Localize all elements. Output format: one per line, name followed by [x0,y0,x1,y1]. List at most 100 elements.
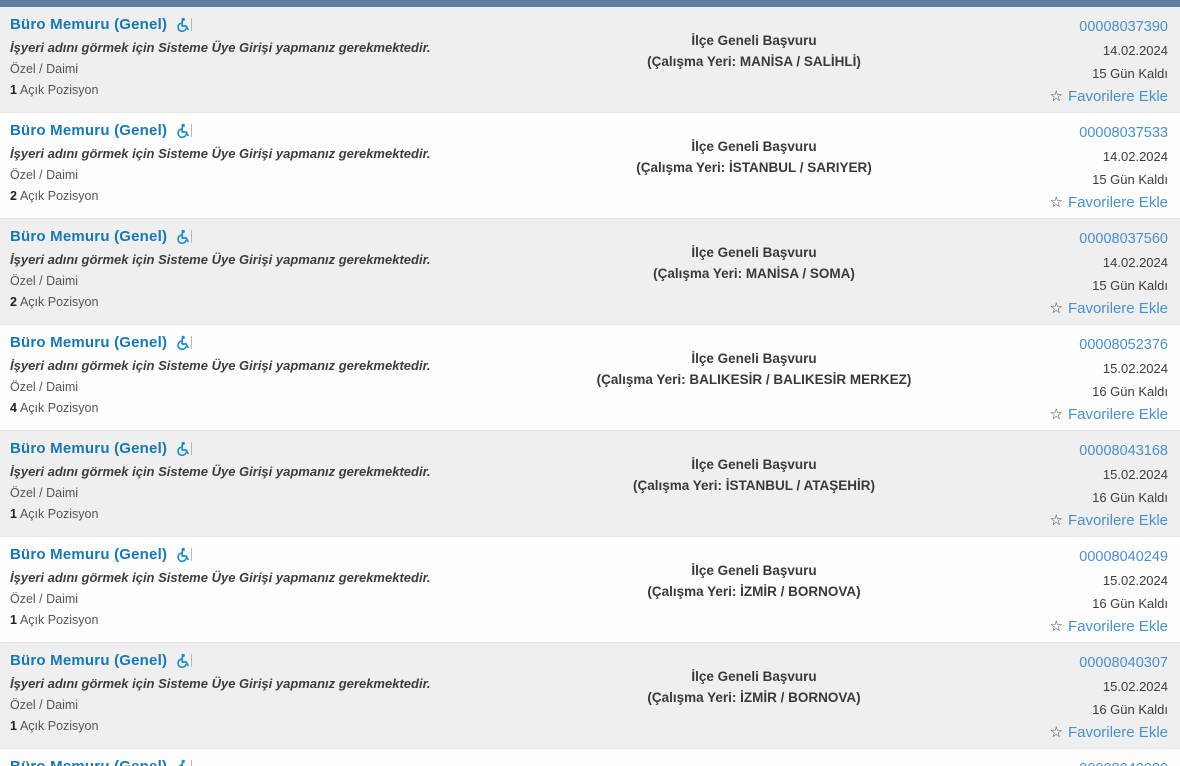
login-notice: İşyeri adını görmek için Sisteme Üye Gir… [10,570,431,585]
job-listing-row: Büro Memuru (Genel) İşyeri adını görmek … [0,325,1180,431]
application-column: İlçe Geneli Başvuru (Çalışma Yeri: MANİS… [500,16,1008,106]
open-positions: 1 Açık Pozisyon [10,719,500,733]
job-listing-row: Büro Memuru (Genel) İşyeri adını görmek … [0,749,1180,766]
wheelchair-icon [175,759,193,766]
wheelchair-icon [175,653,193,668]
listing-date: 14.02.2024 [1102,43,1168,58]
add-to-favorites-link[interactable]: ☆ Favorilere Ekle [1049,299,1169,318]
open-positions-count: 4 [10,401,17,415]
days-left-label: 16 Gün Kaldı [1092,702,1168,717]
application-column: İlçe Geneli Başvuru (Çalışma Yeri: SAKAR… [500,758,1008,766]
job-id-link[interactable]: 00008037560 [1079,231,1168,247]
meta-column: 00008037533 14.02.2024 15 Gün Kaldı ☆ Fav… [1008,122,1169,212]
open-positions-label: Açık Pozisyon [19,401,99,415]
star-outline-icon: ☆ [1049,724,1063,741]
star-outline-icon: ☆ [1049,300,1063,317]
job-id-link[interactable]: 00008043168 [1079,443,1168,459]
meta-column: 00008040249 15.02.2024 16 Gün Kaldı ☆ Fav… [1008,546,1169,636]
application-column: İlçe Geneli Başvuru (Çalışma Yeri: İZMİR… [500,546,1008,636]
job-listing-row: Büro Memuru (Genel) İşyeri adını görmek … [0,7,1180,113]
login-notice: İşyeri adını görmek için Sisteme Üye Gir… [10,146,431,161]
job-type-label: Özel / Daimi [10,380,79,394]
wheelchair-icon [175,17,193,32]
job-type-label: Özel / Daimi [10,486,79,500]
job-id-link[interactable]: 00008037390 [1079,19,1168,35]
meta-column: 00008043168 15.02.2024 16 Gün Kaldı ☆ Fav… [1008,440,1169,530]
favorite-label: Favorilere Ekle [1067,511,1168,529]
work-location-label: (Çalışma Yeri: İZMİR / BORNOVA) [647,690,861,705]
icon-divider [191,654,193,667]
job-type-label: Özel / Daimi [10,698,79,712]
job-type-label: Özel / Daimi [10,592,79,606]
job-id-link[interactable]: 00008040249 [1079,549,1168,565]
icon-divider [191,18,193,31]
job-title-link[interactable]: Büro Memuru (Genel) [10,546,168,563]
work-location-label: (Çalışma Yeri: BALIKESİR / BALIKESİR MER… [596,372,912,387]
star-outline-icon: ☆ [1049,406,1063,423]
work-location-label: (Çalışma Yeri: İSTANBUL / SARIYER) [636,160,872,175]
days-left-label: 16 Gün Kaldı [1092,490,1168,505]
job-summary-column: Büro Memuru (Genel) İşyeri adını görmek … [10,546,500,636]
open-positions: 1 Açık Pozisyon [10,507,500,521]
job-title-link[interactable]: Büro Memuru (Genel) [10,228,168,245]
listing-date: 14.02.2024 [1102,149,1168,164]
open-positions-label: Açık Pozisyon [19,189,99,203]
job-listing-row: Büro Memuru (Genel) İşyeri adını görmek … [0,431,1180,537]
add-to-favorites-link[interactable]: ☆ Favorilere Ekle [1050,617,1169,636]
login-notice: İşyeri adını görmek için Sisteme Üye Gir… [10,40,431,55]
listing-date: 14.02.2024 [1102,255,1168,270]
job-summary-column: Büro Memuru (Genel) İşyeri adını görmek … [10,758,500,766]
meta-column: 00008040307 15.02.2024 16 Gün Kaldı ☆ Fav… [1008,652,1169,742]
application-scope-label: İlçe Geneli Başvuru [691,245,817,260]
add-to-favorites-link[interactable]: ☆ Favorilere Ekle [1049,723,1169,742]
application-column: İlçe Geneli Başvuru (Çalışma Yeri: İSTAN… [500,122,1008,212]
job-listing-row: Büro Memuru (Genel) İşyeri adını görmek … [0,643,1180,749]
application-scope-label: İlçe Geneli Başvuru [691,351,817,366]
work-location-label: (Çalışma Yeri: İSTANBUL / ATAŞEHİR) [632,478,876,493]
wheelchair-icon [175,547,193,562]
job-id-link[interactable]: 00008040307 [1079,655,1168,671]
favorite-label: Favorilere Ekle [1067,617,1168,635]
listing-date: 15.02.2024 [1102,573,1168,588]
job-title-link[interactable]: Büro Memuru (Genel) [10,122,168,139]
job-type-label: Özel / Daimi [10,62,79,76]
application-scope-label: İlçe Geneli Başvuru [691,457,817,472]
job-listing-row: Büro Memuru (Genel) İşyeri adını görmek … [0,537,1180,643]
job-title-link[interactable]: Büro Memuru (Genel) [10,652,168,669]
open-positions-label: Açık Pozisyon [19,613,99,627]
job-title-link[interactable]: Büro Memuru (Genel) [10,758,167,766]
add-to-favorites-link[interactable]: ☆ Favorilere Ekle [1050,511,1169,530]
open-positions-count: 1 [10,83,17,97]
job-summary-column: Büro Memuru (Genel) İşyeri adını görmek … [10,652,500,742]
icon-divider [191,442,193,455]
favorite-label: Favorilere Ekle [1067,193,1168,211]
meta-column: 00008052376 15.02.2024 16 Gün Kaldı ☆ Fav… [1008,334,1169,424]
job-title-link[interactable]: Büro Memuru (Genel) [10,440,168,457]
wheelchair-icon [175,229,193,244]
meta-column: 00008037390 14.02.2024 15 Gün Kaldı ☆ Fav… [1008,16,1169,106]
icon-divider [191,124,193,137]
job-id-link[interactable]: 00008052376 [1079,337,1168,353]
favorite-label: Favorilere Ekle [1067,87,1168,105]
job-listing-list: Büro Memuru (Genel) İşyeri adını görmek … [0,7,1180,766]
listing-date: 15.02.2024 [1102,361,1168,376]
job-id-link[interactable]: 00008042080 [1008,758,1168,766]
open-positions-count: 2 [10,295,17,309]
job-id-link[interactable]: 00008037533 [1079,125,1168,141]
job-type-label: Özel / Daimi [10,168,79,182]
login-notice: İşyeri adını görmek için Sisteme Üye Gir… [10,252,431,267]
wheelchair-icon [175,123,193,138]
application-column: İlçe Geneli Başvuru (Çalışma Yeri: İSTAN… [500,440,1008,530]
job-title-link[interactable]: Büro Memuru (Genel) [10,16,168,33]
add-to-favorites-link[interactable]: ☆ Favorilere Ekle [1050,193,1169,212]
open-positions-label: Açık Pozisyon [19,83,99,97]
top-divider-bar [0,0,1180,7]
job-listing-row: Büro Memuru (Genel) İşyeri adını görmek … [0,219,1180,325]
listing-date: 15.02.2024 [1102,467,1168,482]
login-notice: İşyeri adını görmek için Sisteme Üye Gir… [10,358,431,373]
job-title-link[interactable]: Büro Memuru (Genel) [10,334,168,351]
add-to-favorites-link[interactable]: ☆ Favorilere Ekle [1049,405,1169,424]
add-to-favorites-link[interactable]: ☆ Favorilere Ekle [1050,87,1169,106]
open-positions: 1 Açık Pozisyon [10,83,500,97]
application-scope-label: İlçe Geneli Başvuru [691,33,817,48]
